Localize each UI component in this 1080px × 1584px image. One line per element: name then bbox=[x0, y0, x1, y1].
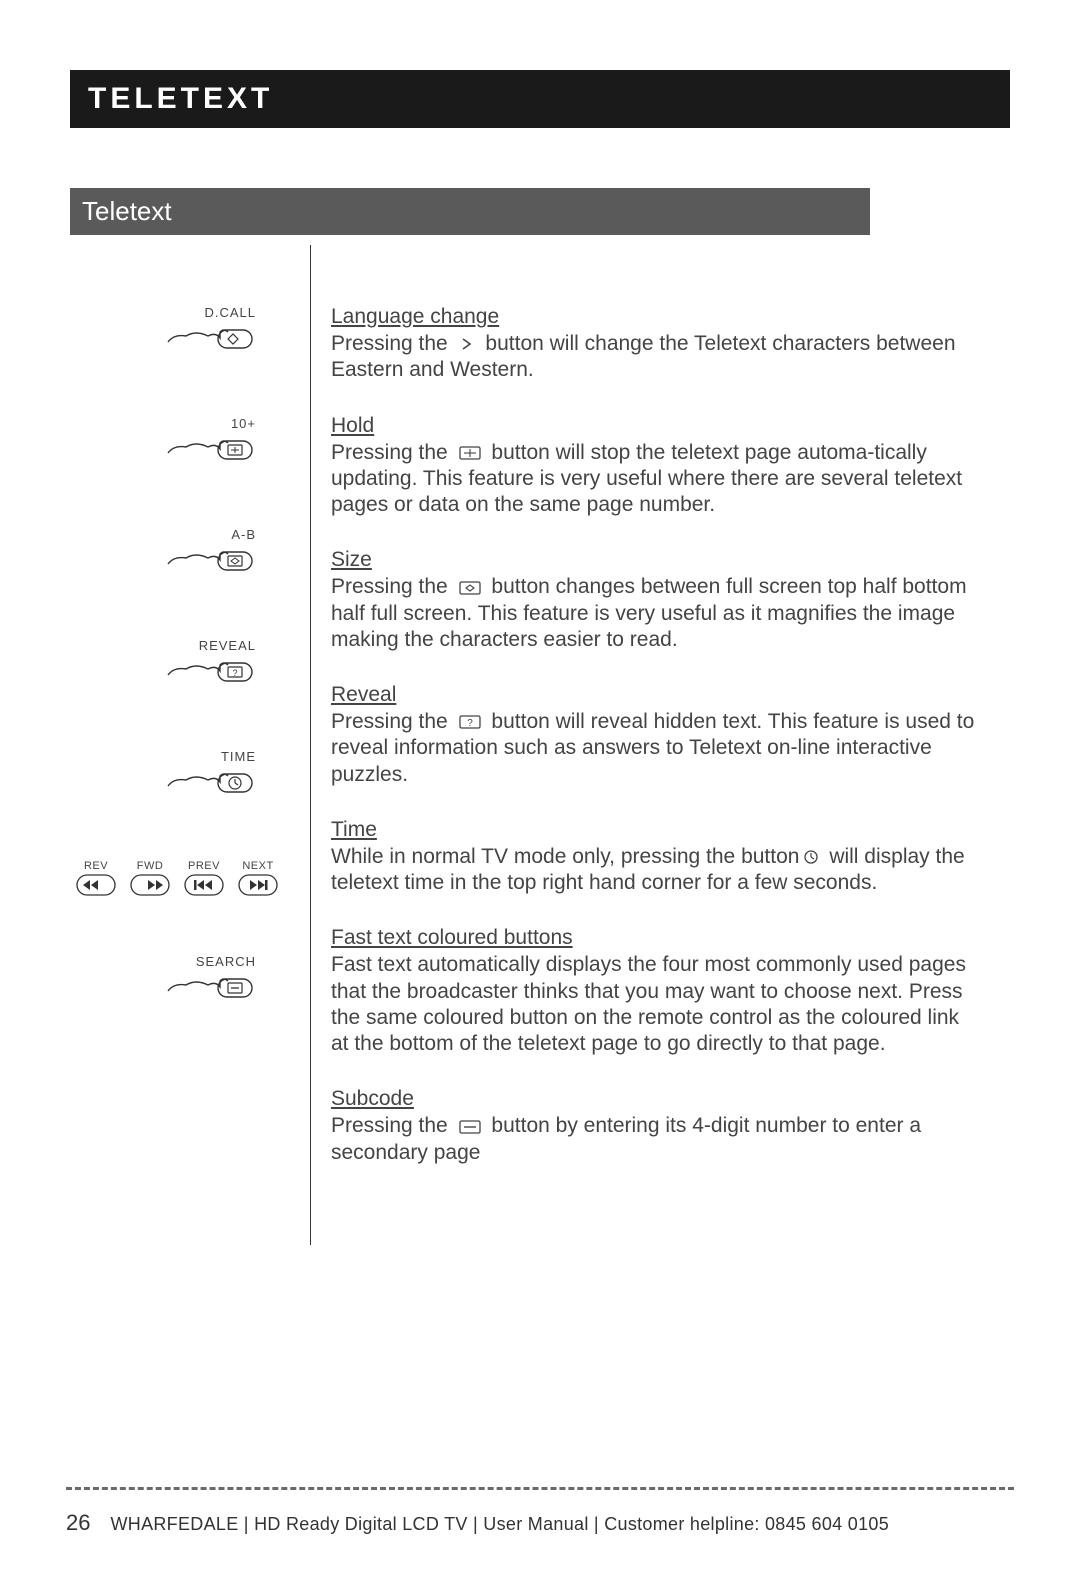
hand-icon bbox=[166, 766, 256, 802]
section-language: Language change Pressing the button will… bbox=[331, 305, 980, 384]
hand-icon bbox=[166, 322, 256, 358]
button-next: NEXT bbox=[238, 860, 278, 896]
text: While in normal TV mode only, pressing t… bbox=[331, 845, 799, 868]
vertical-divider bbox=[310, 245, 311, 1245]
heading-fasttext: Fast text coloured buttons bbox=[331, 926, 980, 950]
hand-icon: ? bbox=[166, 655, 256, 691]
text: Pressing the bbox=[331, 710, 448, 733]
svg-text:?: ? bbox=[232, 668, 237, 678]
button-label-search: SEARCH bbox=[196, 954, 256, 969]
size-icon bbox=[458, 580, 482, 596]
hand-reveal: REVEAL ? bbox=[70, 638, 300, 691]
button-label-tenplus: 10+ bbox=[231, 416, 256, 431]
text: Pressing the bbox=[331, 441, 448, 464]
button-fwd: FWD bbox=[130, 860, 170, 896]
reveal-icon: ? bbox=[458, 714, 482, 730]
hand-search: SEARCH bbox=[70, 954, 300, 1007]
button-prev: PREV bbox=[184, 860, 224, 896]
button-label-dcall: D.CALL bbox=[204, 305, 256, 320]
text: Pressing the bbox=[331, 1114, 448, 1137]
hand-icon bbox=[166, 544, 256, 580]
heading-language: Language change bbox=[331, 305, 980, 329]
hand-tenplus: 10+ bbox=[70, 416, 300, 469]
hand-icon bbox=[166, 433, 256, 469]
section-reveal: Reveal Pressing the ? button will reveal… bbox=[331, 683, 980, 788]
page-footer: 26 WHARFEDALE | HD Ready Digital LCD TV … bbox=[66, 1487, 1014, 1536]
section-fasttext: Fast text coloured buttons Fast text aut… bbox=[331, 926, 980, 1057]
heading-hold: Hold bbox=[331, 414, 980, 438]
section-title: Teletext bbox=[70, 188, 870, 235]
svg-text:?: ? bbox=[467, 718, 473, 729]
text: Fast text automatically displays the fou… bbox=[331, 952, 980, 1057]
button-label-ab: A-B bbox=[231, 527, 256, 542]
subcode-icon bbox=[458, 1119, 482, 1135]
section-hold: Hold Pressing the button will stop the t… bbox=[331, 414, 980, 519]
page-title: TELETEXT bbox=[70, 70, 1010, 128]
button-label-reveal: REVEAL bbox=[199, 638, 256, 653]
button-label-time: TIME bbox=[221, 749, 256, 764]
text: Pressing the bbox=[331, 332, 448, 355]
section-subcode: Subcode Pressing the button by entering … bbox=[331, 1087, 980, 1166]
text: Pressing the bbox=[331, 575, 448, 598]
section-size: Size Pressing the button changes between… bbox=[331, 548, 980, 653]
heading-size: Size bbox=[331, 548, 980, 572]
hand-ab: A-B bbox=[70, 527, 300, 580]
hold-icon bbox=[458, 445, 482, 461]
remote-illustrations-column: D.CALL 10+ A-B bbox=[70, 245, 300, 1055]
hand-dcall: D.CALL bbox=[70, 305, 300, 358]
page-number: 26 bbox=[66, 1510, 90, 1536]
hand-time: TIME bbox=[70, 749, 300, 802]
heading-subcode: Subcode bbox=[331, 1087, 980, 1111]
angle-icon bbox=[458, 336, 476, 352]
content-column: Language change Pressing the button will… bbox=[331, 245, 1010, 1196]
hand-icon bbox=[166, 971, 256, 1007]
section-time: Time While in normal TV mode only, press… bbox=[331, 818, 980, 897]
heading-reveal: Reveal bbox=[331, 683, 980, 707]
clock-icon bbox=[803, 849, 819, 865]
button-rev: REV bbox=[76, 860, 116, 896]
footer-text: WHARFEDALE | HD Ready Digital LCD TV | U… bbox=[110, 1514, 889, 1535]
colored-buttons-row: REV FWD PREV NEXT bbox=[70, 860, 300, 896]
footer-divider bbox=[66, 1487, 1014, 1490]
heading-time: Time bbox=[331, 818, 980, 842]
